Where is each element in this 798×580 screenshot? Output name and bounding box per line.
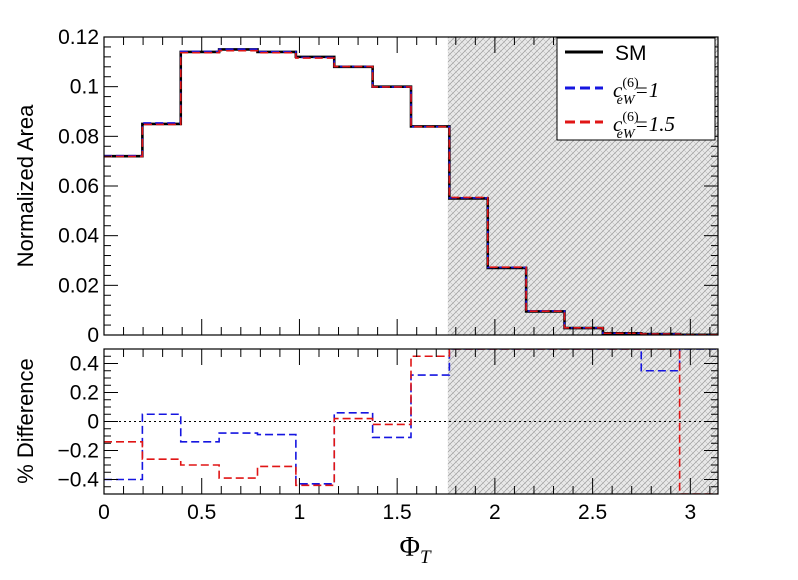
top-series-2 [104, 49, 718, 335]
top-y-tick-label: 0 [87, 324, 99, 347]
bottom-y-tick-label: −0.4 [58, 469, 100, 492]
bottom-y-tick-label: 0 [87, 411, 99, 434]
x-tick-label: 1.5 [383, 501, 412, 524]
legend-label-0: SM [615, 42, 647, 65]
bottom-series-1 [104, 349, 718, 494]
x-tick-label: 3 [684, 501, 696, 524]
x-tick-label: 1 [294, 501, 306, 524]
bottom-series-0 [104, 349, 718, 485]
legend-label-1: c(6) eW=1 [613, 76, 659, 108]
top-y-tick-label: 0.12 [58, 26, 99, 49]
bottom-panel: 0 0.5 1 1.5 2 2.5 3 −0.4 −0.2 0 0.2 0.4 % Difference… [13, 348, 719, 568]
top-y-tick-label: 0.06 [58, 175, 99, 198]
bottom-y-tick-label: 0.4 [70, 353, 100, 376]
x-tick-label: 0 [98, 501, 110, 524]
top-y-tick-label: 0.02 [58, 274, 99, 297]
top-y-tick-label: 0.04 [58, 225, 99, 248]
x-axis-title: ΦT [399, 532, 431, 568]
shaded-region [447, 349, 718, 494]
x-tick-label: 2.5 [578, 501, 607, 524]
x-tick-label: 0.5 [187, 501, 216, 524]
x-tick-label: 2 [489, 501, 501, 524]
bottom-y-axis-title: % Difference [13, 358, 38, 484]
bottom-y-tick-label: −0.2 [58, 440, 99, 463]
legend-label-2: c(6) eW=1.5 [613, 110, 675, 142]
top-y-tick-label: 0.08 [58, 125, 99, 148]
top-y-tick-label: 0.1 [70, 76, 99, 99]
bottom-y-tick-label: 0.2 [70, 382, 99, 405]
top-y-axis-title: Normalized Area [13, 104, 38, 267]
legend: SM c(6) eW=1c(6) eW=1.5 [556, 37, 716, 142]
